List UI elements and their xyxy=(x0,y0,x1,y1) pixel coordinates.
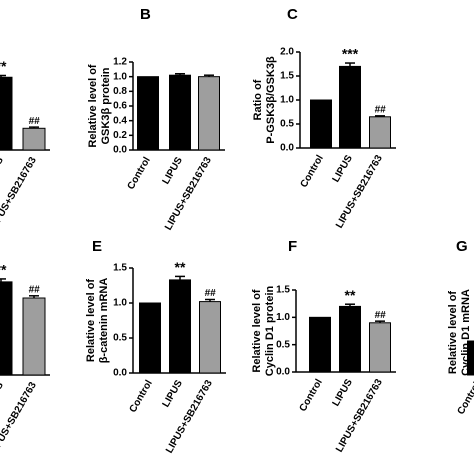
x-tick-label: Control xyxy=(299,153,326,189)
bar xyxy=(309,316,331,373)
y-axis-label: β-catenin mRNA xyxy=(98,278,110,364)
y-tick-label: 1.0 xyxy=(276,312,290,323)
bar xyxy=(310,99,332,149)
y-tick-label: 0.0 xyxy=(113,368,127,379)
significance-label: ** xyxy=(345,287,356,303)
bar xyxy=(369,116,391,149)
y-axis-label: Cyclin D1 protein xyxy=(264,285,276,376)
bar xyxy=(169,74,191,151)
y-tick-label: 1.5 xyxy=(276,285,290,296)
panel-label: B xyxy=(140,6,151,23)
bar xyxy=(22,127,46,151)
x-tick-label: LIPUS+SB216763 xyxy=(0,380,39,457)
significance-label: ** xyxy=(0,262,7,278)
y-tick-label: 1.0 xyxy=(113,298,127,309)
y-tick-label: 0.6 xyxy=(113,101,127,112)
y-tick-label: 0.0 xyxy=(113,145,127,156)
y-tick-label: 1.5 xyxy=(113,263,127,274)
y-axis-label: Relative level of xyxy=(85,279,97,362)
significance-label: ## xyxy=(374,310,386,321)
bar xyxy=(198,76,220,151)
y-tick-label: 0.4 xyxy=(113,115,127,126)
bar xyxy=(139,302,161,374)
x-tick-label: Control xyxy=(298,377,325,413)
significance-label: ## xyxy=(28,116,40,127)
bar xyxy=(339,305,361,373)
bar xyxy=(0,281,13,376)
significance-label: ** xyxy=(0,58,7,74)
y-tick-label: 0.0 xyxy=(276,367,290,378)
bar xyxy=(0,76,13,151)
x-tick-label: Control xyxy=(456,380,474,416)
bar xyxy=(369,322,391,373)
bar xyxy=(199,301,221,374)
y-tick-label: 0.8 xyxy=(113,86,127,97)
bar xyxy=(137,76,159,151)
y-axis-label: GSK3β protein xyxy=(100,67,112,144)
y-axis-label: P-GSK3β/GSK3β xyxy=(265,56,277,144)
bar xyxy=(467,340,474,376)
x-tick-label: LIPUS xyxy=(0,380,6,411)
y-axis-label: Relative level of xyxy=(87,64,99,147)
panel-label: F xyxy=(288,238,297,255)
y-tick-label: 0.5 xyxy=(280,119,294,130)
y-tick-label: 2.0 xyxy=(280,47,294,58)
x-tick-label: LIPUS xyxy=(331,153,355,184)
y-axis-label: Relative level of xyxy=(447,291,459,374)
y-tick-label: 0.2 xyxy=(113,130,127,141)
y-tick-label: 0.5 xyxy=(113,333,127,344)
y-tick-label: 0.5 xyxy=(276,339,290,350)
x-tick-label: Control xyxy=(126,155,153,191)
bar xyxy=(22,297,46,376)
y-axis-label: Ratio of xyxy=(252,79,264,120)
x-tick-label: LIPUS xyxy=(331,377,355,408)
y-tick-label: 1.5 xyxy=(280,71,294,82)
y-tick-label: 1.0 xyxy=(280,95,294,106)
x-tick-label: LIPUS xyxy=(0,155,6,186)
y-axis-label: Relative level of xyxy=(251,289,263,372)
x-tick-label: LIPUS xyxy=(161,155,185,186)
panel-label: G xyxy=(456,238,468,255)
panel-label: E xyxy=(92,238,102,255)
y-tick-label: 1.0 xyxy=(113,71,127,82)
significance-label: ## xyxy=(28,284,40,295)
y-tick-label: 0.0 xyxy=(280,143,294,154)
bar xyxy=(339,65,361,149)
significance-label: ** xyxy=(175,259,186,275)
x-tick-label: LIPUS xyxy=(161,378,185,409)
x-tick-label: Control xyxy=(128,378,155,414)
significance-label: *** xyxy=(342,46,359,62)
bar xyxy=(169,279,191,374)
y-tick-label: 1.2 xyxy=(113,57,127,68)
panel-label: C xyxy=(287,6,298,23)
x-tick-label: LIPUS+SB216763 xyxy=(0,155,39,232)
significance-label: ## xyxy=(374,104,386,115)
significance-label: ## xyxy=(204,288,216,299)
